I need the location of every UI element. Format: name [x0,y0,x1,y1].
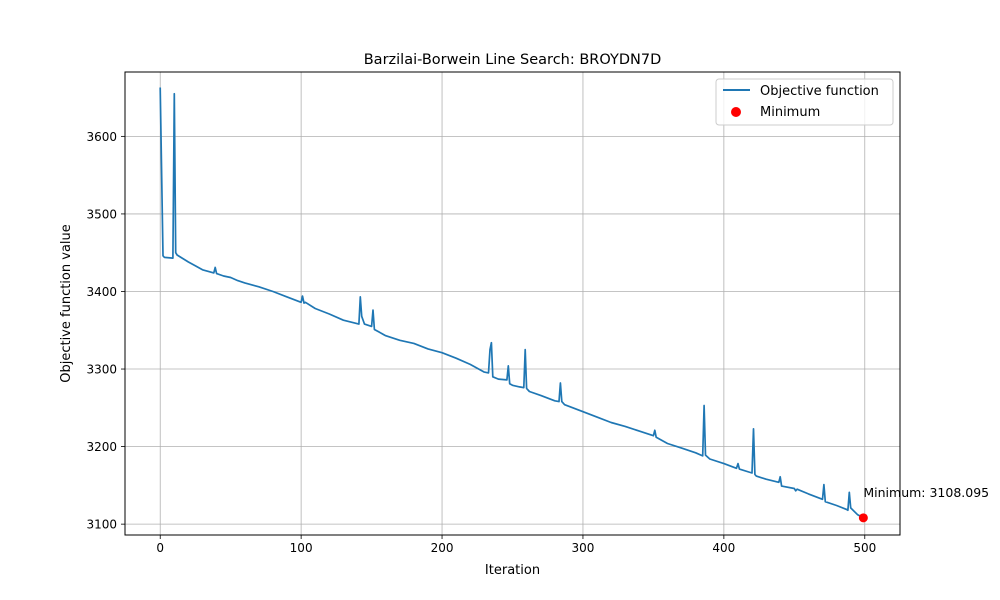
minimum-annotation: Minimum: 3108.095 [863,485,989,500]
x-axis: 0 100 200 300 400 500 [156,535,876,555]
legend: Objective function Minimum [715,78,894,126]
y-tick-label: 3600 [86,130,117,144]
x-tick-label: 500 [853,541,876,555]
minimum-point [858,513,868,523]
x-tick-label: 400 [712,541,735,555]
series-layer [159,87,868,523]
legend-dot-swatch [731,107,741,117]
plot-frame [124,71,901,536]
legend-label-objective: Objective function [760,84,879,99]
chart-title: Barzilai-Borwein Line Search: BROYDN7D [364,52,662,68]
x-tick-label: 0 [156,541,164,555]
x-tick-label: 300 [572,541,595,555]
y-axis-label: Objective function value [59,224,74,383]
y-axis: 3100 3200 3300 3400 3500 3600 [86,130,125,532]
x-axis-label: Iteration [485,563,540,578]
x-tick-label: 200 [431,541,454,555]
x-tick-label: 100 [290,541,313,555]
objective-function-line [159,87,864,519]
y-tick-label: 3300 [86,363,117,377]
legend-box [715,78,894,126]
y-tick-label: 3500 [86,207,117,221]
annotations: Minimum: 3108.095 [863,485,989,500]
y-tick-label: 3200 [86,440,117,454]
grid [125,72,900,535]
y-tick-label: 3100 [86,518,117,532]
legend-label-minimum: Minimum [760,105,820,120]
y-tick-label: 3400 [86,285,117,299]
